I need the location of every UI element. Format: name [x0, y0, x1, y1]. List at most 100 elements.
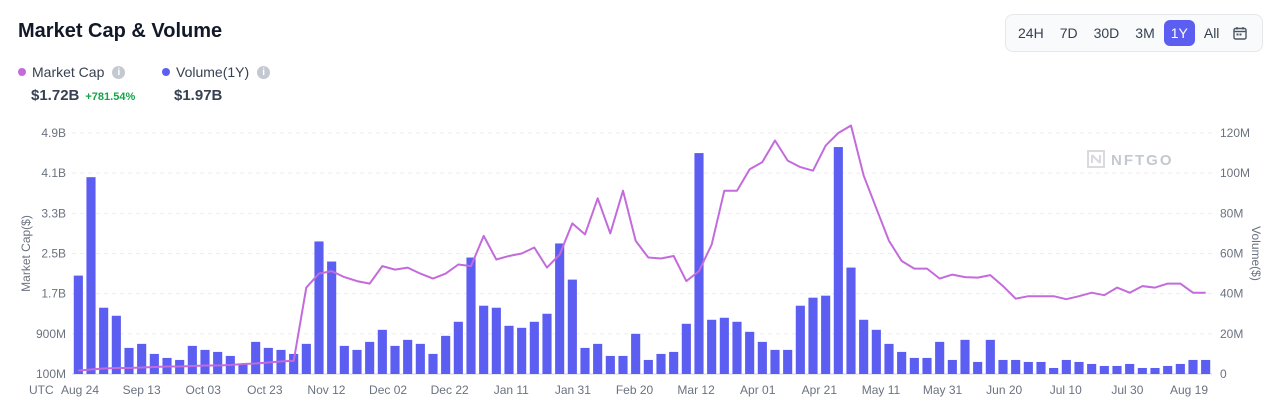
market-cap-change: +781.54%	[85, 91, 136, 103]
x-axis-tick-label: Jan 31	[555, 383, 591, 397]
volume-bar	[745, 331, 755, 374]
x-axis-tick-label: May 31	[923, 383, 963, 397]
volume-bar	[428, 353, 438, 374]
volume-bar	[795, 305, 805, 374]
volume-bar	[973, 361, 983, 374]
info-icon[interactable]: i	[112, 65, 126, 79]
volume-bar	[441, 335, 451, 374]
volume-bar	[935, 341, 945, 374]
volume-bar	[479, 305, 489, 374]
volume-label: Volume(1Y)	[176, 64, 250, 80]
volume-bar	[757, 341, 767, 374]
volume-bar	[1188, 359, 1198, 374]
x-axis-tick-label: Oct 23	[247, 383, 283, 397]
right-axis-tick-label: 60M	[1220, 247, 1243, 261]
right-axis-title: Volume($)	[1249, 226, 1263, 281]
x-axis-tick-label: Dec 22	[431, 383, 469, 397]
volume-bar	[73, 275, 83, 374]
volume-bar	[922, 357, 932, 374]
page-title: Market Cap & Volume	[18, 20, 223, 42]
market-cap-line	[78, 124, 1206, 372]
x-axis-tick-label: May 11	[862, 383, 901, 397]
volume-bar	[466, 257, 476, 374]
x-axis-unit-label: UTC	[29, 383, 54, 397]
volume-bar	[884, 343, 894, 374]
legend-market-cap[interactable]: Market Cap i	[18, 64, 126, 80]
volume-bar	[542, 313, 552, 374]
market-cap-dot-icon	[18, 68, 26, 76]
market-cap-value: $1.72B	[31, 87, 80, 104]
range-24h-button[interactable]: 24H	[1018, 25, 1044, 41]
volume-bar	[631, 333, 641, 374]
volume-bar	[833, 147, 843, 374]
volume-bar	[593, 343, 603, 374]
volume-bar	[681, 323, 691, 374]
volume-bar	[149, 353, 159, 374]
right-axis-tick-label: 80M	[1220, 206, 1243, 220]
volume-bar	[643, 359, 653, 374]
volume-bar	[327, 261, 337, 374]
x-axis-tick-label: Jul 30	[1111, 383, 1143, 397]
volume-bar	[1023, 361, 1033, 374]
volume-bar	[555, 243, 565, 374]
market-cap-summary: $1.72B +781.54%	[31, 87, 135, 104]
range-30d-button[interactable]: 30D	[1093, 25, 1120, 41]
left-axis-tick-label: 2.5B	[41, 247, 66, 261]
volume-bar	[618, 355, 628, 374]
left-axis-tick-label: 4.9B	[41, 126, 66, 140]
volume-summary: $1.97B	[174, 87, 222, 104]
volume-bar	[352, 349, 362, 374]
market-cap-label: Market Cap	[32, 64, 105, 80]
volume-bar	[187, 345, 197, 374]
volume-bar	[669, 351, 679, 374]
watermark-text: NFTGO	[1111, 152, 1174, 169]
volume-bar	[1150, 367, 1160, 374]
volume-bar	[719, 317, 729, 374]
volume-bar	[124, 347, 134, 374]
volume-bar	[238, 363, 248, 374]
right-axis-tick-label: 120M	[1220, 126, 1250, 140]
volume-bar	[580, 347, 590, 374]
volume-bar	[821, 295, 831, 374]
volume-bar	[732, 321, 742, 374]
volume-bar	[1087, 363, 1097, 374]
legend-volume[interactable]: Volume(1Y) i	[162, 64, 271, 80]
volume-bar	[491, 307, 501, 374]
info-icon[interactable]: i	[257, 65, 271, 79]
volume-bar	[504, 325, 514, 374]
left-axis-tick-label: 1.7B	[41, 287, 66, 301]
volume-bar	[301, 343, 311, 374]
left-axis-title: Market Cap($)	[19, 215, 33, 292]
volume-bar	[947, 359, 957, 374]
x-axis-tick-label: Jan 11	[494, 383, 529, 397]
volume-bar	[289, 353, 299, 374]
volume-bar	[909, 357, 919, 374]
volume-value: $1.97B	[174, 87, 223, 104]
x-axis-tick-label: Jul 10	[1050, 383, 1082, 397]
left-axis-tick-label: 900M	[36, 327, 66, 341]
volume-bar	[985, 339, 995, 374]
x-axis-tick-label: Apr 01	[740, 383, 776, 397]
left-axis-tick-label: 4.1B	[41, 166, 66, 180]
volume-bar	[137, 343, 147, 374]
volume-bar	[99, 307, 109, 374]
calendar-icon[interactable]	[1233, 25, 1249, 41]
range-7d-button[interactable]: 7D	[1059, 25, 1078, 41]
volume-bar	[1201, 359, 1211, 374]
volume-bar	[707, 319, 717, 374]
volume-bar	[1175, 363, 1185, 374]
volume-bar	[694, 153, 704, 374]
volume-bar	[453, 321, 463, 374]
volume-bar	[263, 347, 273, 374]
volume-bar	[998, 359, 1008, 374]
volume-bar	[200, 349, 210, 374]
range-1y-button[interactable]: 1Y	[1163, 20, 1195, 46]
volume-bar	[770, 349, 780, 374]
x-axis-tick-label: Sep 13	[123, 383, 161, 397]
volume-bar	[846, 267, 856, 374]
volume-bar	[1125, 363, 1135, 374]
range-all-button[interactable]: All	[1203, 25, 1220, 41]
volume-bar	[403, 339, 413, 374]
range-3m-button[interactable]: 3M	[1135, 25, 1155, 41]
